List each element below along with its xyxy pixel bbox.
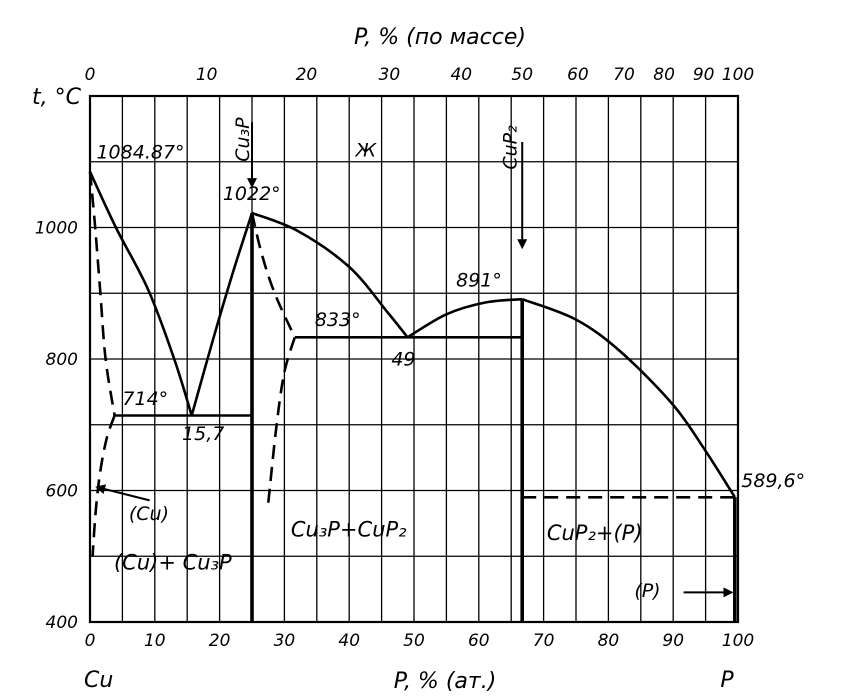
annotation-label: CuP₂ — [499, 125, 521, 170]
annotation-label: Cu₃P — [232, 117, 254, 162]
annotation-label: (Cu)+ Cu₃P — [114, 550, 232, 574]
x-tick-label: 60 — [468, 631, 490, 651]
x-tick-label: 30 — [274, 631, 296, 651]
phase-line — [88, 171, 193, 416]
x-axis-label: P, % (ат.) — [394, 669, 497, 694]
phase-line — [521, 297, 736, 498]
x-tick-label: 100 — [722, 631, 754, 651]
annotation-label: (P) — [634, 580, 660, 602]
top-axis-label: P, % (по массе) — [354, 25, 526, 50]
top-tick-label: 60 — [567, 65, 589, 85]
annotation-label: Ж — [355, 139, 378, 161]
tick-labels: 0 10 20 30 40 50 60 70 80 90 1000 10 20 30 40 50 60 70 80 9… — [35, 65, 754, 651]
top-tick-label: 0 — [85, 65, 96, 85]
phase-line — [190, 212, 254, 416]
y-tick-label: 800 — [46, 350, 78, 370]
annotation-label: 49 — [391, 349, 415, 371]
y-axis-label: t, °C — [32, 85, 82, 110]
phase-line — [251, 211, 409, 339]
phase-boundaries — [88, 171, 737, 622]
annotation-label: CuP₂+(P) — [547, 521, 643, 545]
top-tick-label: 80 — [653, 65, 675, 85]
x-tick-label: 40 — [338, 631, 360, 651]
annotation-label: 833° — [315, 309, 361, 331]
y-tick-label: 1000 — [35, 219, 78, 239]
phase-line — [406, 297, 523, 339]
dashed-phase-line — [91, 415, 116, 557]
dashed-phase-line — [250, 212, 296, 338]
top-tick-label: 90 — [693, 65, 715, 85]
top-tick-label: 20 — [296, 65, 318, 85]
plot-frame — [88, 94, 740, 624]
x-tick-label: 90 — [662, 631, 684, 651]
x-tick-label: 20 — [209, 631, 231, 651]
annotation-label: 891° — [456, 270, 502, 292]
y-tick-label: 400 — [46, 613, 78, 633]
top-tick-label: 40 — [450, 65, 472, 85]
x-tick-label: 70 — [533, 631, 555, 651]
top-tick-label: 50 — [511, 65, 533, 85]
arrow-icon — [95, 484, 150, 502]
annotation-label: 1022° — [223, 183, 281, 205]
top-tick-label: 70 — [613, 65, 635, 85]
x-tick-label: 50 — [403, 631, 425, 651]
y-tick-label: 600 — [46, 482, 78, 502]
annotation-arrows — [95, 122, 734, 598]
dashed-phase-line — [88, 171, 116, 416]
right-element-label: P — [720, 668, 734, 693]
dashed-phase-line — [266, 336, 297, 504]
x-tick-label: 0 — [85, 631, 96, 651]
top-tick-label: 30 — [379, 65, 401, 85]
top-tick-label: 100 — [722, 65, 754, 85]
annotations: 1084.87° 1022° Ж 833° 49 891° 714° 15,7 589,6° Cu… — [96, 117, 805, 602]
annotation-label: 714° — [122, 388, 168, 410]
annotation-label: 1084.87° — [96, 141, 184, 163]
x-tick-label: 10 — [144, 631, 166, 651]
annotation-label: Cu₃P+CuP₂ — [291, 518, 407, 542]
annotation-label: 589,6° — [741, 470, 805, 492]
left-element-label: Cu — [84, 668, 113, 693]
annotation-label: (Cu) — [129, 503, 169, 525]
top-tick-label: 10 — [196, 65, 218, 85]
annotation-label: 15,7 — [182, 423, 224, 445]
x-tick-label: 80 — [598, 631, 620, 651]
